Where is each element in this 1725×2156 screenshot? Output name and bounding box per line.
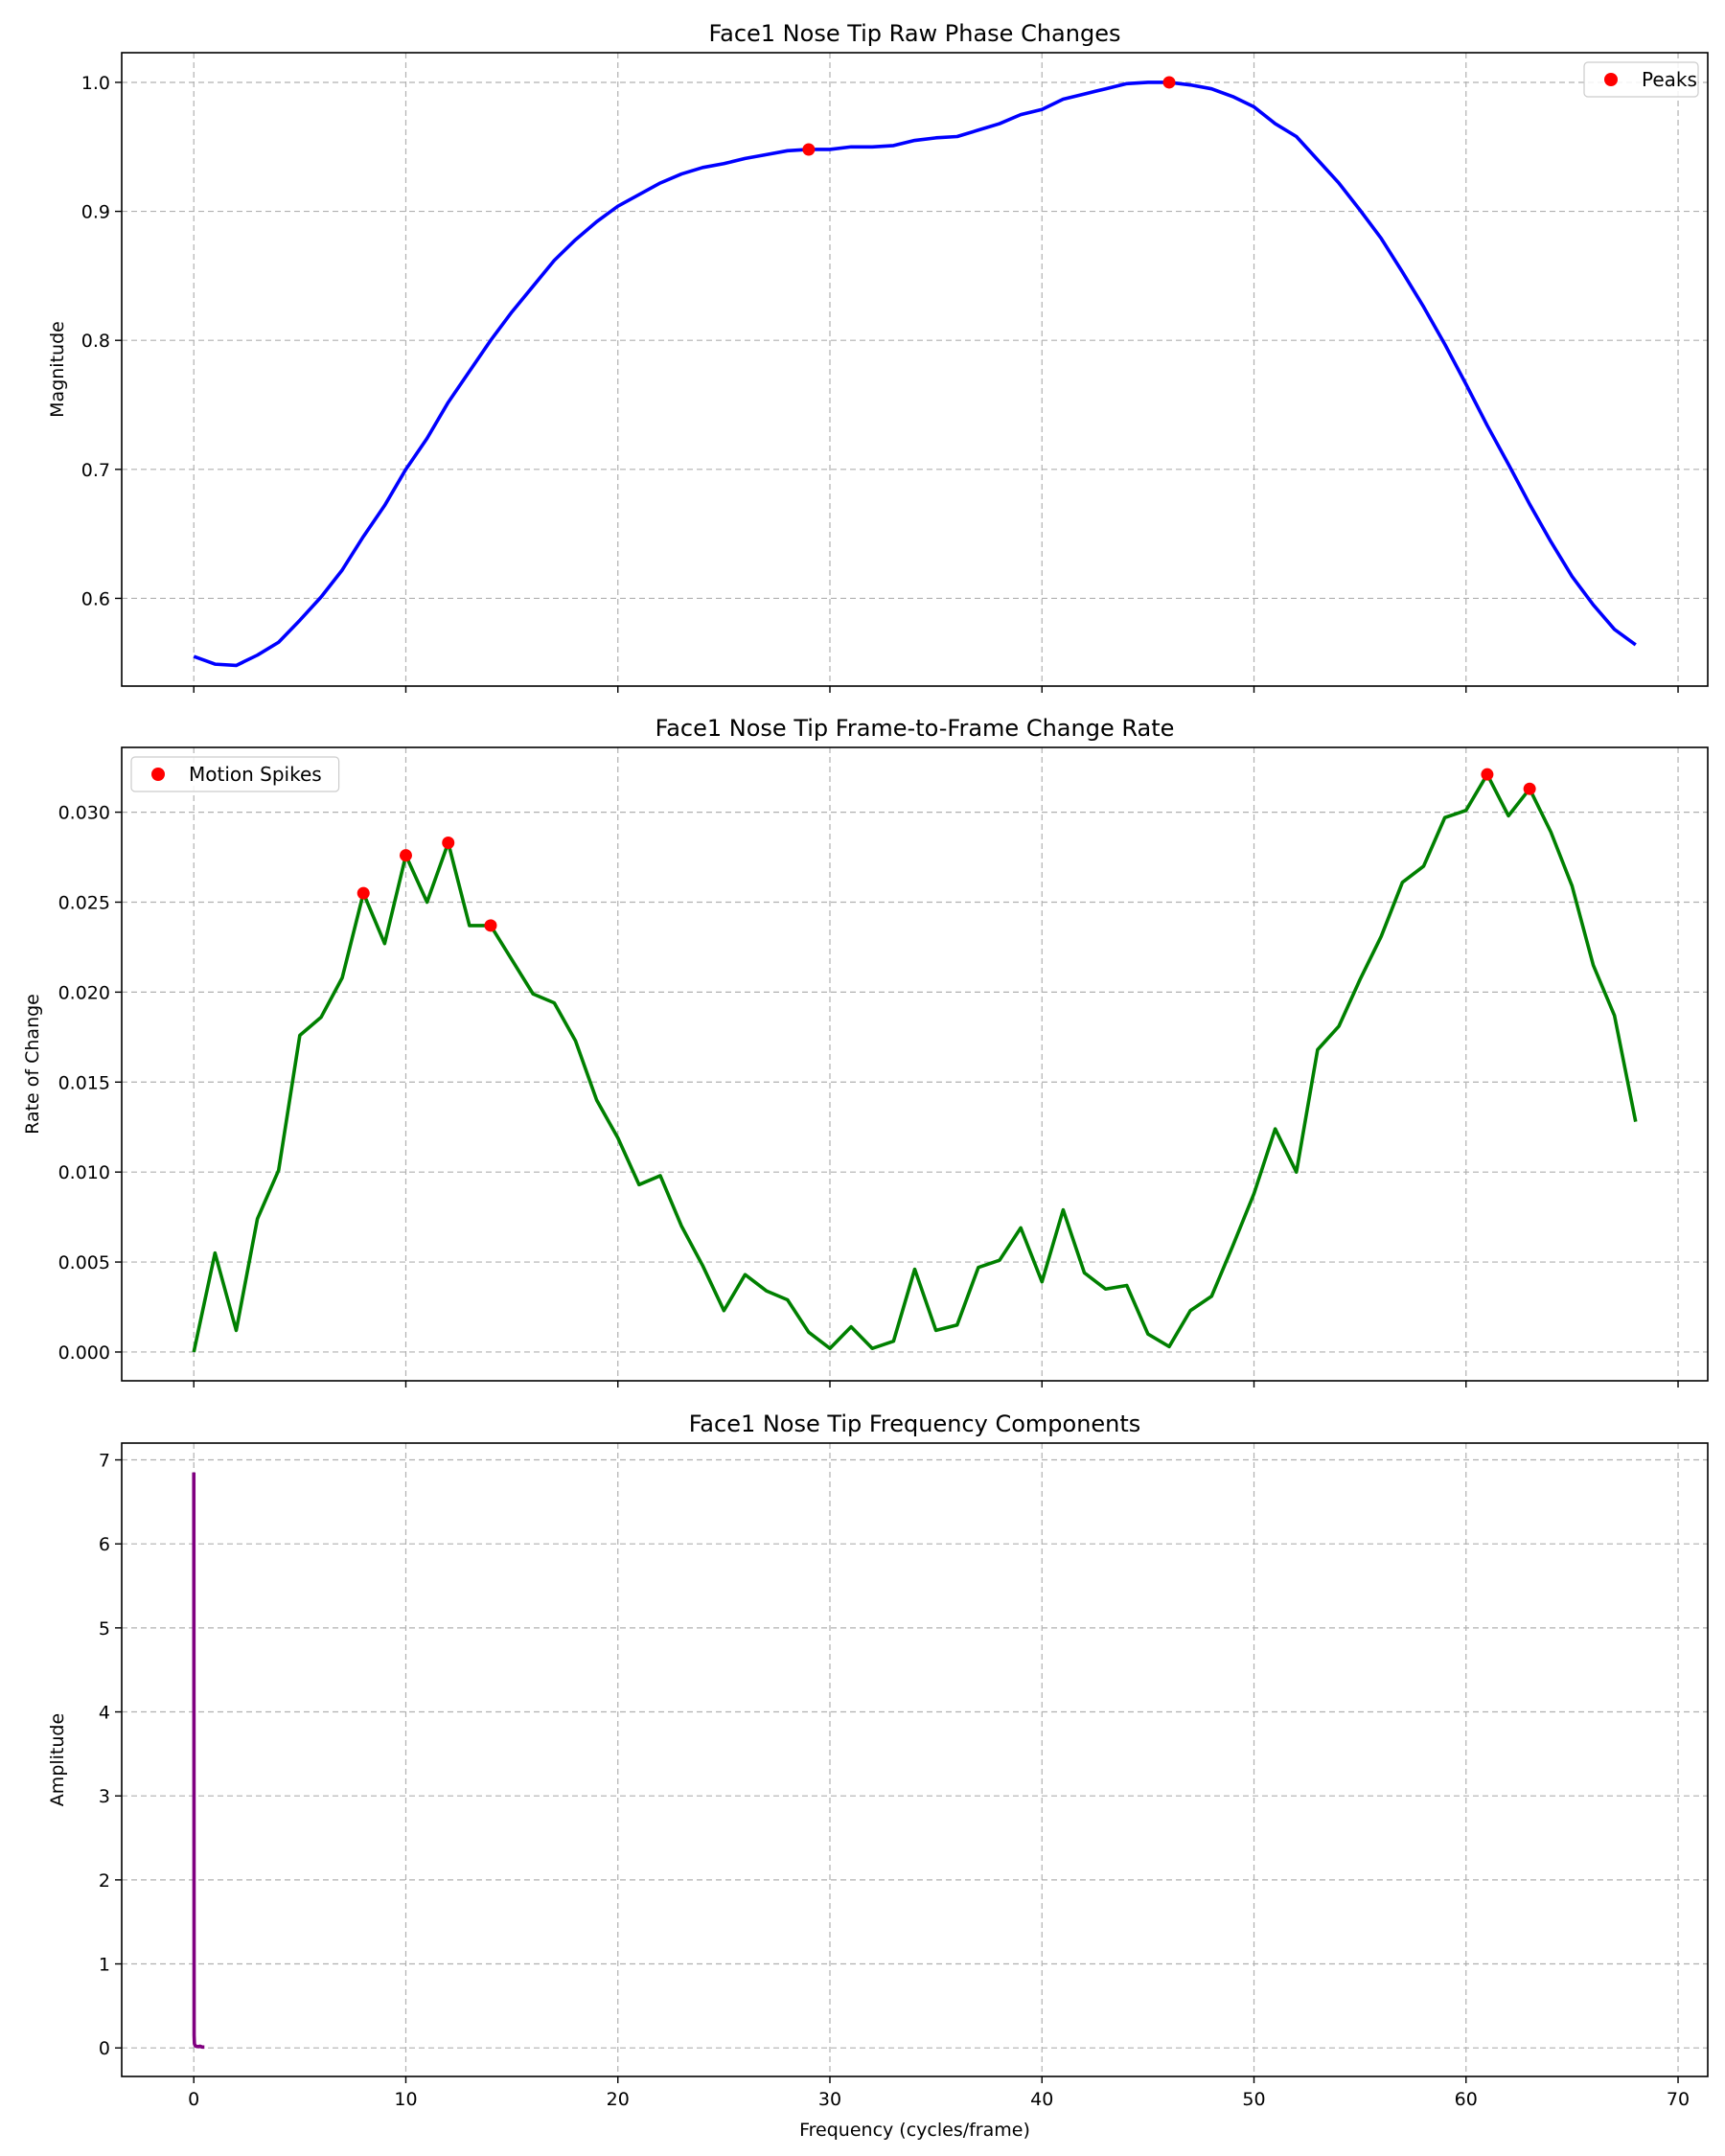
- y-tick-label: 3: [99, 1786, 110, 1807]
- y-tick-label: 0.020: [58, 982, 110, 1003]
- x-tick-label: 30: [818, 2089, 841, 2110]
- y-tick-label: 0.000: [58, 1342, 110, 1364]
- y-axis-label: Magnitude: [47, 321, 68, 418]
- y-tick-label: 0.025: [58, 892, 110, 913]
- y-tick-label: 2: [99, 1870, 110, 1892]
- x-axis-label: Frequency (cycles/frame): [799, 2120, 1030, 2141]
- peak-marker: [1162, 76, 1176, 89]
- legend-box: [1583, 61, 1699, 98]
- chart-title: Face1 Nose Tip Frequency Components: [689, 1411, 1141, 1437]
- y-tick-label: 7: [99, 1451, 110, 1472]
- y-tick-label: 0.9: [81, 202, 110, 223]
- y-tick-label: 1: [99, 1955, 110, 1976]
- chart-panel-3: 0 10 20 30 40 50 60 70 0 1 2 3 4 5 6 7 Face1 Nose Tip Fr…: [47, 1411, 1709, 2141]
- series-line: [193, 80, 1637, 668]
- series-line: [192, 772, 1638, 1353]
- chart-title: Face1 Nose Tip Raw Phase Changes: [709, 20, 1121, 47]
- x-tick-label: 70: [1667, 2089, 1690, 2110]
- peak-marker: [356, 886, 370, 900]
- peak-marker: [1523, 782, 1536, 795]
- x-tick-label: 20: [607, 2089, 630, 2110]
- x-tick-label: 10: [394, 2089, 417, 2110]
- x-tick-label: 0: [188, 2089, 199, 2110]
- y-tick-label: 0.030: [58, 803, 110, 824]
- chart-panel-2: 0.000 0.005 0.010 0.015 0.020 0.025 0.030 Face1…: [22, 715, 1709, 1388]
- y-axis-label: Rate of Change: [22, 994, 43, 1135]
- legend-marker: [151, 768, 165, 781]
- y-tick-label: 5: [99, 1618, 110, 1640]
- legend: Peaks: [1583, 61, 1699, 98]
- y-tick-label: 0.015: [58, 1072, 110, 1093]
- x-tick-label: 50: [1242, 2089, 1265, 2110]
- y-tick-label: 0.005: [58, 1252, 110, 1273]
- y-tick-label: 1.0: [81, 73, 110, 94]
- chart-panel-1: 0.6 0.7 0.8 0.9 1.0 Face1 Nose Tip Raw Phase …: [47, 20, 1709, 693]
- peak-marker: [399, 849, 412, 862]
- peak-marker: [442, 837, 455, 850]
- peak-marker: [802, 143, 816, 156]
- legend: Motion Spikes: [130, 756, 340, 792]
- x-tick-label: 60: [1455, 2089, 1478, 2110]
- series-line: [192, 1472, 205, 2050]
- y-tick-label: 4: [99, 1703, 110, 1724]
- legend-label: Peaks: [1642, 68, 1697, 91]
- y-tick-label: 0.8: [81, 331, 110, 352]
- axes-frame: [121, 1442, 1709, 2077]
- y-tick-label: 0.6: [81, 588, 110, 609]
- legend-marker: [1604, 73, 1618, 86]
- axes-frame: [121, 52, 1709, 687]
- x-tick-label: 40: [1030, 2089, 1053, 2110]
- y-axis-label: Amplitude: [47, 1713, 68, 1806]
- legend-box: [130, 756, 340, 792]
- y-tick-label: 0.7: [81, 460, 110, 481]
- peak-marker: [484, 919, 497, 932]
- y-tick-label: 6: [99, 1534, 110, 1555]
- y-tick-label: 0: [99, 2038, 110, 2059]
- legend-label: Motion Spikes: [189, 763, 322, 786]
- axes-frame: [121, 746, 1709, 1382]
- peak-marker: [1481, 768, 1494, 781]
- chart-title: Face1 Nose Tip Frame-to-Frame Change Rat…: [656, 715, 1175, 742]
- y-tick-label: 0.010: [58, 1162, 110, 1183]
